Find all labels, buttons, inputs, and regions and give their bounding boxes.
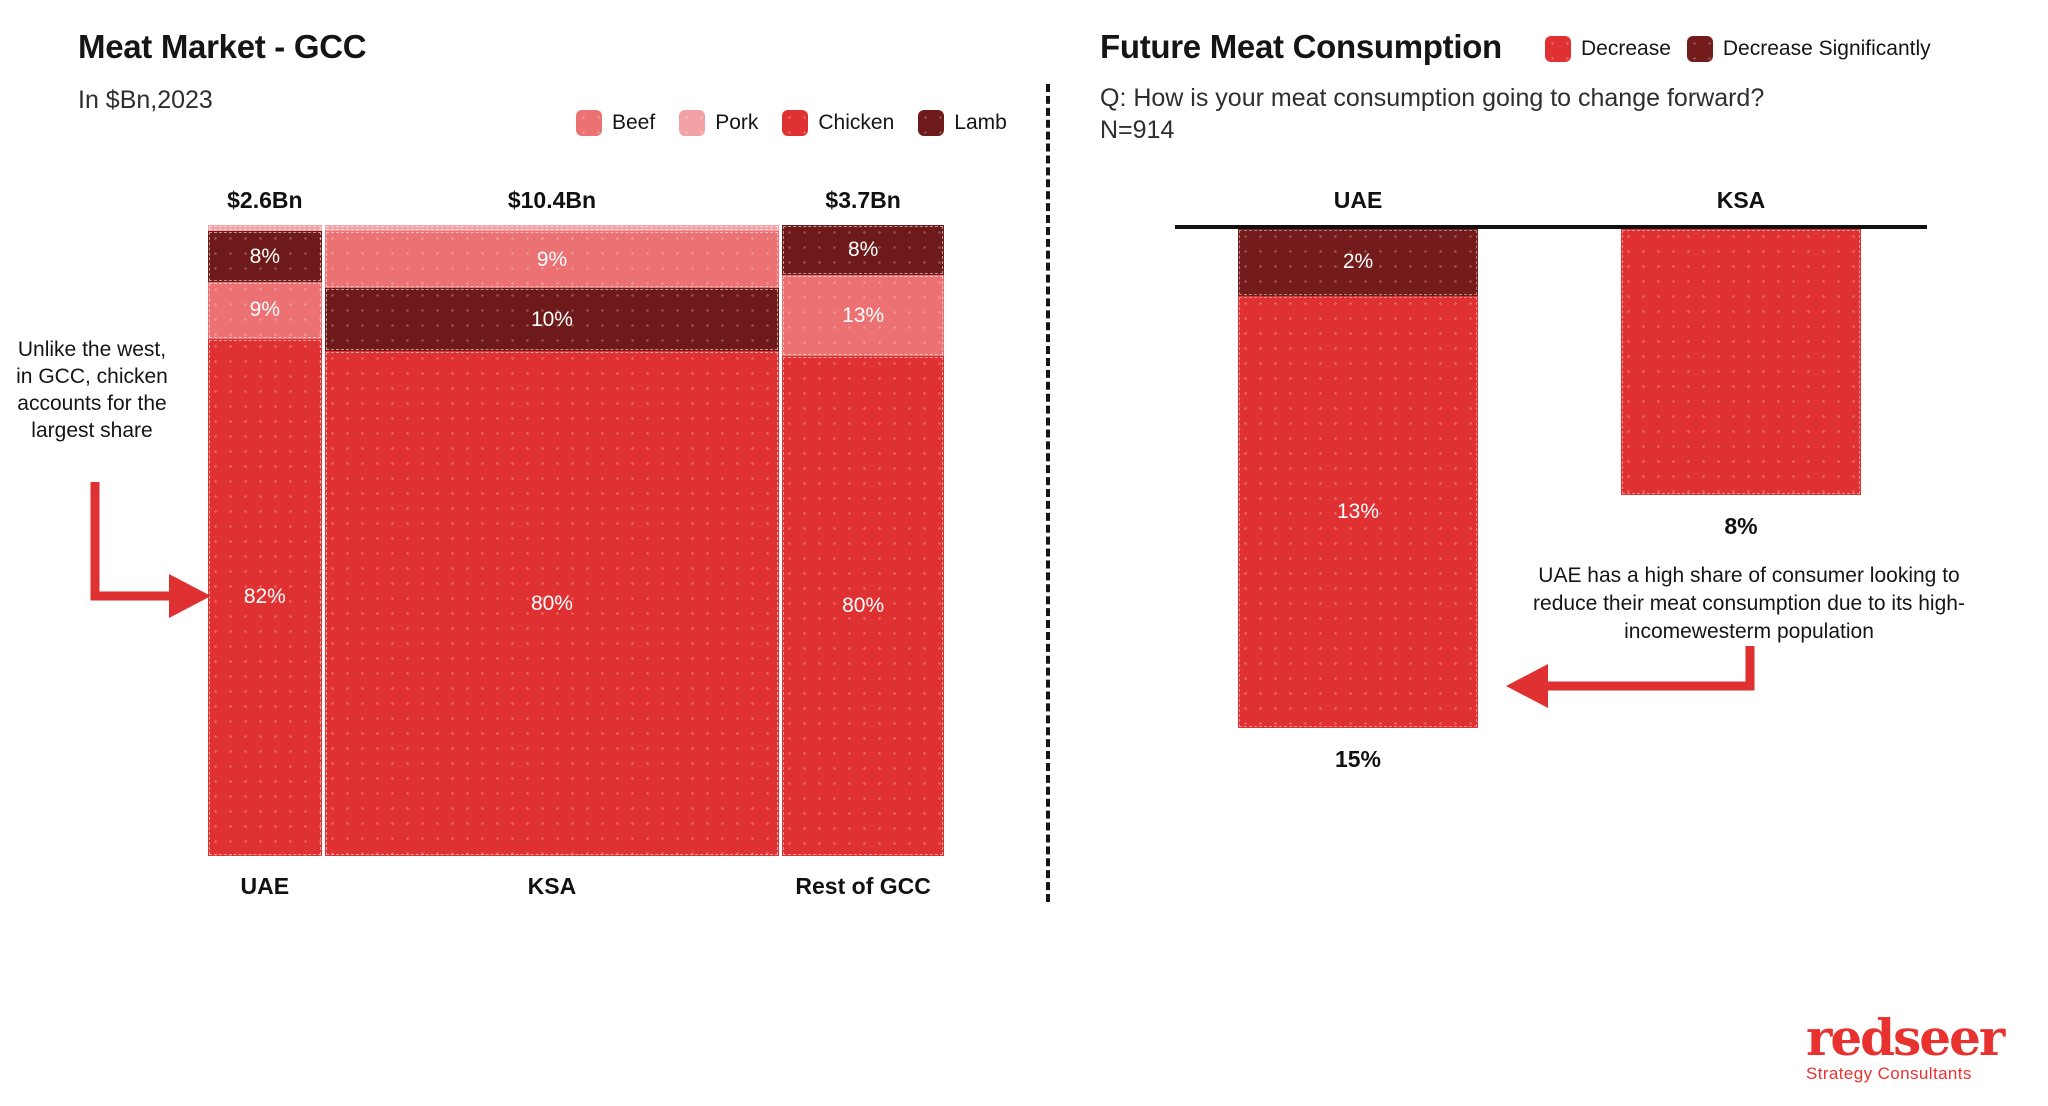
segment-value-label: 9% [536, 247, 568, 271]
chart-baseline [1175, 225, 1927, 229]
legend-swatch-chicken [782, 110, 809, 136]
mekko-segment-pork [324, 225, 780, 232]
legend-label: Pork [715, 111, 759, 134]
segment-value-label: 10% [530, 307, 573, 331]
right-annotation-text: UAE has a high share of consumer looking… [1533, 564, 1965, 643]
legend-item-beef: Beef [576, 110, 655, 136]
mekko-column-uae: $2.6Bn 8% 9% 82% UAE [208, 187, 322, 899]
consumption-change-legend: Decrease Decrease Significantly [1545, 36, 1931, 62]
column-category-label: KSA [527, 873, 577, 899]
legend-label: Decrease [1581, 37, 1671, 60]
bar-uae: UAE 2% 13% 15% [1238, 187, 1478, 773]
mekko-segment-beef: 9% [324, 231, 780, 289]
left-annotation-text: Unlike the west, in GCC, chicken account… [16, 338, 168, 442]
bar-segment-decrease-significantly: 2% [1238, 229, 1478, 296]
mekko-segment-pork [208, 225, 322, 232]
legend-item-lamb: Lamb [918, 110, 1007, 136]
legend-swatch-decrease-significantly [1686, 36, 1713, 62]
legend-item-pork: Pork [679, 110, 758, 136]
logo-tagline: Strategy Consultants [1806, 1064, 1972, 1083]
left-panel-title: Meat Market - GCC [78, 28, 367, 65]
right-panel-title: Future Meat Consumption [1100, 28, 1502, 65]
survey-question: Q: How is your meat consumption going to… [1100, 84, 1765, 112]
bar-segment-decrease: 13% [1238, 295, 1478, 729]
bar-total-label: 8% [1724, 513, 1758, 540]
segment-value-label: 80% [842, 594, 885, 618]
redseer-logo: redseer Strategy Consultants [1806, 1008, 2005, 1084]
column-category-label: Rest of GCC [795, 873, 931, 899]
logo-wordmark: redseer [1806, 1008, 2005, 1067]
mekko-segment-lamb: 8% [208, 231, 322, 282]
bar-ksa: KSA 8% [1621, 187, 1861, 540]
meat-market-mekko-chart: $2.6Bn 8% 9% 82% UAE $10.4Bn 9% 10% 80% KSA $3.7Bn… [208, 187, 944, 899]
segment-value-label: 8% [847, 237, 879, 261]
right-annotation-arrow-icon [1506, 646, 1755, 708]
segment-value-label: 13% [1336, 500, 1380, 524]
column-total-label: $3.7Bn [825, 187, 901, 213]
legend-swatch-decrease [1545, 36, 1571, 62]
segment-value-label: 8% [249, 244, 280, 268]
column-total-label: $2.6Bn [227, 187, 303, 213]
sample-size: N=914 [1100, 116, 1175, 144]
left-annotation-arrow-icon [90, 482, 211, 618]
legend-item-chicken: Chicken [782, 110, 894, 136]
segment-value-label: 2% [1342, 250, 1374, 274]
mekko-segment-chicken: 82% [208, 338, 322, 857]
bar-country-label: KSA [1716, 187, 1766, 213]
segment-value-label: 80% [530, 591, 573, 615]
legend-swatch-beef [576, 110, 602, 136]
legend-label: Lamb [954, 111, 1007, 134]
mekko-segment-beef: 13% [782, 274, 944, 357]
bar-total-label: 15% [1334, 746, 1382, 773]
legend-label: Beef [612, 111, 656, 134]
mekko-segment-beef: 9% [208, 281, 322, 339]
legend-swatch-lamb [918, 110, 945, 136]
legend-label: Decrease Significantly [1722, 37, 1931, 60]
legend-swatch-pork [679, 110, 706, 136]
segment-value-label: 82% [243, 585, 286, 609]
column-category-label: UAE [240, 873, 290, 899]
mekko-column-ksa: $10.4Bn 9% 10% 80% KSA [324, 187, 780, 899]
mekko-segment-lamb: 8% [782, 225, 944, 275]
column-stack: 8% 13% 80% [782, 225, 944, 856]
legend-item-decrease-significantly: Decrease Significantly [1686, 36, 1931, 62]
mekko-segment-chicken: 80% [782, 356, 944, 856]
legend-item-decrease: Decrease [1545, 36, 1671, 62]
legend-label: Chicken [818, 111, 895, 134]
mekko-column-rest-of-gcc: $3.7Bn 8% 13% 80% Rest of GCC [782, 187, 944, 899]
mekko-segment-chicken: 80% [324, 351, 780, 856]
column-stack: 9% 10% 80% [324, 225, 780, 856]
segment-value-label: 13% [842, 303, 885, 327]
mekko-segment-lamb: 10% [324, 288, 780, 352]
column-stack: 8% 9% 82% [208, 225, 322, 857]
future-consumption-chart: UAE 2% 13% 15% KSA 8% [1175, 187, 1927, 845]
panel-divider [1046, 84, 1050, 902]
column-total-label: $10.4Bn [507, 187, 597, 213]
meat-type-legend: Beef Pork Chicken Lamb [576, 110, 1007, 136]
segment-value-label: 9% [249, 298, 280, 322]
bar-country-label: UAE [1333, 187, 1383, 213]
bar-segment-decrease [1621, 229, 1861, 496]
left-panel-subtitle: In $Bn,2023 [78, 86, 213, 114]
